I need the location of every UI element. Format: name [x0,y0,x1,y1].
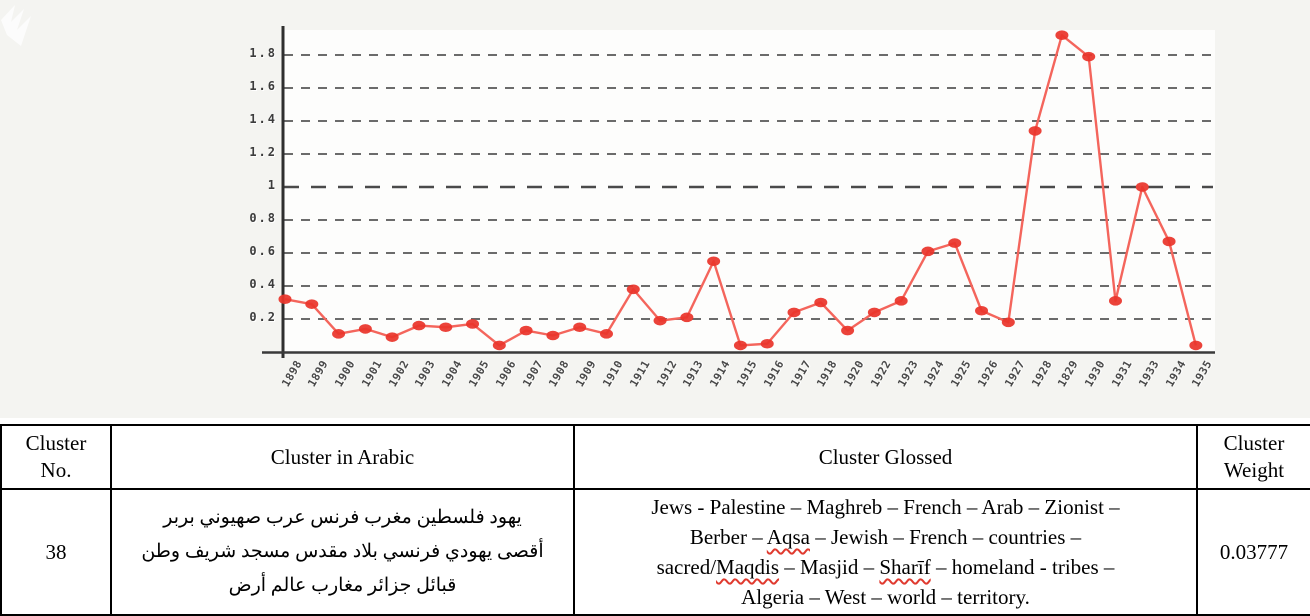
header-cell-cluster-arabic: Cluster in Arabic [110,424,575,490]
gloss-line: Berber – Aqsa – Jewish – French – countr… [581,522,1190,552]
data-point [975,305,989,316]
gloss-line: Algeria – West – world – territory. [581,582,1190,612]
data-point [439,322,453,333]
watermark-logo [1,5,31,46]
plot-area [282,30,1215,352]
data-point [546,330,560,341]
data-point [1082,51,1096,62]
data-point [599,329,613,339]
frequency-chart: 0.2 0.4 0.6 0.8 1 1.2 1.4 1.6 1.8 1898 1899 1900 19… [0,0,1310,418]
data-point [1055,30,1069,40]
gloss-text: Algeria – West – world – territory. [741,585,1030,609]
data-point [466,319,480,329]
gloss-line: Jews - Palestine – Maghreb – French – Ar… [581,492,1190,522]
results-table: Cluster No. Cluster in Arabic Cluster Gl… [0,424,1310,616]
data-point [519,325,533,336]
data-point [680,312,694,323]
data-point [305,299,319,309]
data-point [787,307,801,318]
data-point [573,322,587,333]
misspelled-word: Aqsa [766,525,810,549]
data-point [814,297,828,308]
header-cell-cluster-glossed: Cluster Glossed [573,424,1198,490]
y-tick-label: 1.2 [249,145,277,159]
data-point [948,238,962,248]
misspelled-word: Sharīf [879,555,931,579]
y-tick-label: 0.6 [249,244,277,258]
data-point [653,315,667,326]
gloss-text: Jews - Palestine – Maghreb – French – Ar… [651,495,1120,519]
arabic-line: أقصى يهودي فرنسي بلاد مقدس مسجد شريف وطن [141,541,544,562]
gloss-line: sacred/Maqdis – Masjid – Sharīf – homela… [581,552,1190,582]
data-point [1135,182,1149,192]
chart-plot-svg [262,26,1215,358]
cell-cluster-weight: 0.03777 [1196,488,1310,616]
data-point [358,324,372,334]
misspelled-word: Maqdis [716,555,780,579]
gloss-text: – homeland - tribes – [930,555,1115,579]
data-point [492,340,506,351]
data-point [707,256,721,267]
arabic-line: يهود فلسطين مغرب فرنس عرب صهيوني بربر [163,507,522,528]
table-header-row: Cluster No. Cluster in Arabic Cluster Gl… [0,424,1310,490]
data-point [1162,236,1176,247]
data-point [278,294,292,305]
y-tick-label: 1 [267,178,277,192]
data-point [626,284,640,295]
y-tick-label: 0.4 [249,277,277,291]
arabic-line: قبائل جزائر مغارب عالم أرض [228,575,457,596]
cell-cluster-arabic: يهود فلسطين مغرب فرنس عرب صهيوني بربر أق… [110,488,575,616]
gloss-text: – Masjid – [779,555,880,579]
cell-cluster-no: 38 [0,488,112,616]
data-point [1001,317,1015,328]
data-point [733,340,747,351]
data-point [867,307,881,318]
gloss-text: – Jewish – French – countries – [809,525,1082,549]
header-cell-cluster-weight: Cluster Weight [1196,424,1310,490]
gloss-text: Berber – [689,525,767,549]
data-point [1189,340,1203,351]
gloss-text: sacred/ [656,555,717,579]
header-cell-cluster-no: Cluster No. [0,424,112,490]
y-tick-label: 1.4 [249,112,277,126]
data-point [332,329,346,339]
data-point [412,320,426,331]
table-data-row: 38 يهود فلسطين مغرب فرنس عرب صهيوني بربر… [0,488,1310,616]
data-point [841,325,855,336]
data-point [1028,126,1042,136]
y-tick-label: 1.8 [249,46,277,60]
data-point [921,246,935,257]
y-tick-label: 0.2 [249,310,277,324]
data-point [385,332,399,342]
data-point [760,338,774,349]
y-tick-label: 1.6 [249,79,277,93]
data-point [1108,296,1122,306]
y-tick-label: 0.8 [249,211,277,225]
cell-cluster-glossed: Jews - Palestine – Maghreb – French – Ar… [573,488,1198,616]
data-point [894,296,908,306]
